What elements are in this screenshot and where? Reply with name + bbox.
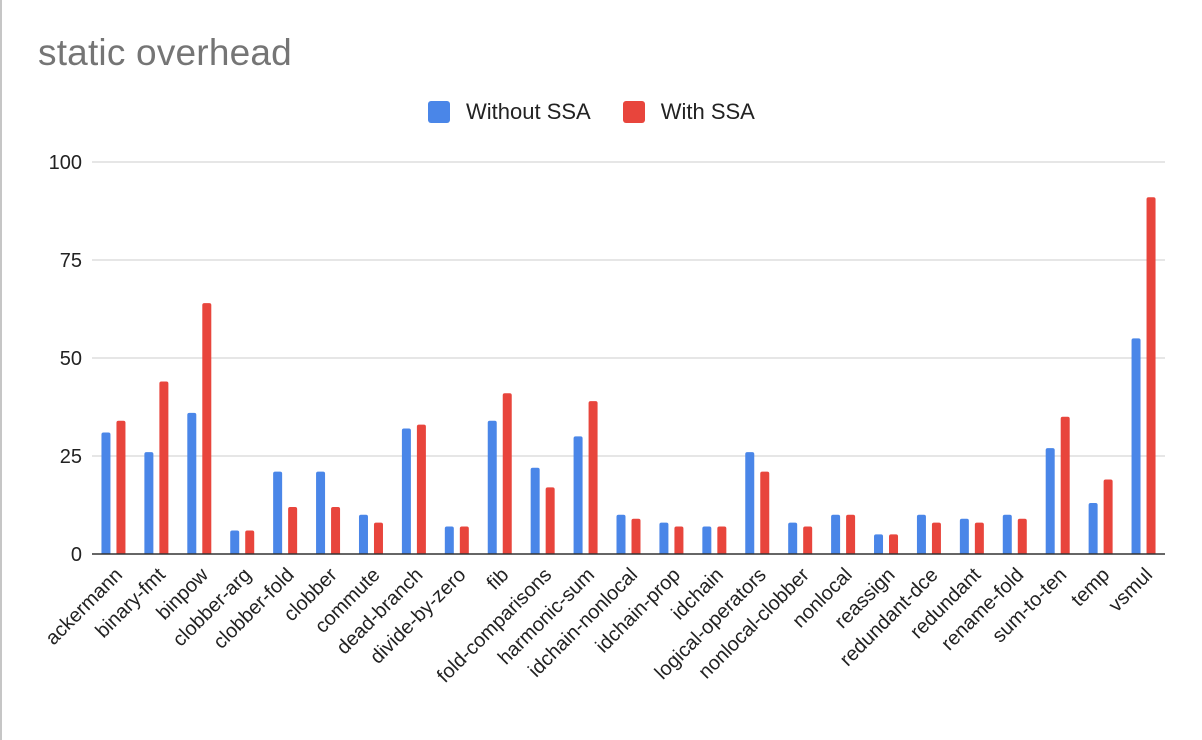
legend-item-series-2: With SSA [622, 99, 755, 125]
x-tick-label: fib [483, 564, 513, 594]
y-tick-label: 0 [71, 544, 82, 566]
bar-with-ssa [631, 518, 641, 554]
bar-without-ssa [573, 436, 583, 554]
bar-with-ssa [331, 506, 341, 554]
bar-with-ssa [245, 530, 255, 554]
bar-with-ssa [760, 471, 770, 554]
bar-with-ssa [116, 420, 126, 554]
y-tick-label: 50 [60, 348, 82, 370]
bar-without-ssa [616, 514, 626, 554]
bar-with-ssa [588, 401, 598, 554]
legend-label-series-1: Without SSA [466, 99, 591, 124]
chart-legend: Without SSA With SSA [428, 99, 787, 125]
bar-with-ssa [846, 514, 856, 554]
bar-with-ssa [889, 534, 899, 554]
bar-with-ssa [459, 526, 469, 554]
y-tick-label: 75 [60, 250, 82, 272]
bar-without-ssa [230, 530, 240, 554]
bar-without-ssa [874, 534, 884, 554]
bar-with-ssa [803, 526, 813, 554]
bar-with-ssa [1146, 197, 1156, 554]
bar-without-ssa [444, 526, 454, 554]
bar-without-ssa [659, 522, 669, 554]
bar-without-ssa [1131, 338, 1141, 554]
bar-without-ssa [187, 412, 197, 554]
bar-with-ssa [202, 303, 212, 554]
legend-label-series-2: With SSA [660, 99, 755, 124]
bar-with-ssa [1017, 518, 1027, 554]
bar-with-ssa [416, 424, 426, 554]
bar-with-ssa [931, 522, 941, 554]
bar-without-ssa [1045, 448, 1055, 554]
bar-with-ssa [288, 506, 298, 554]
bar-with-ssa [974, 522, 984, 554]
y-tick-label: 25 [60, 446, 82, 468]
bar-without-ssa [916, 514, 926, 554]
bar-with-ssa [502, 393, 512, 554]
bar-without-ssa [831, 514, 841, 554]
bar-without-ssa [144, 452, 154, 554]
bar-with-ssa [159, 381, 169, 554]
bar-without-ssa [1002, 514, 1012, 554]
bar-with-ssa [545, 487, 555, 554]
bar-without-ssa [358, 514, 368, 554]
bar-without-ssa [1088, 503, 1098, 554]
bar-with-ssa [1060, 416, 1070, 554]
bar-without-ssa [745, 452, 755, 554]
bar-without-ssa [959, 518, 969, 554]
legend-swatch-series-1 [428, 101, 450, 123]
x-tick-label: vsmul [1105, 564, 1157, 616]
bar-with-ssa [674, 526, 684, 554]
bar-without-ssa [273, 471, 283, 554]
bar-without-ssa [788, 522, 798, 554]
bar-without-ssa [316, 471, 326, 554]
chart-title: static overhead [38, 32, 292, 73]
bar-without-ssa [702, 526, 712, 554]
legend-item-series-1: Without SSA [428, 99, 591, 125]
bar-with-ssa [717, 526, 727, 554]
bar-without-ssa [530, 467, 540, 554]
bar-without-ssa [401, 428, 411, 554]
bar-without-ssa [487, 420, 497, 554]
bar-with-ssa [373, 522, 383, 554]
bar-with-ssa [1103, 479, 1113, 554]
legend-swatch-series-2 [622, 101, 645, 123]
bar-without-ssa [101, 432, 111, 554]
y-tick-label: 100 [49, 152, 82, 174]
